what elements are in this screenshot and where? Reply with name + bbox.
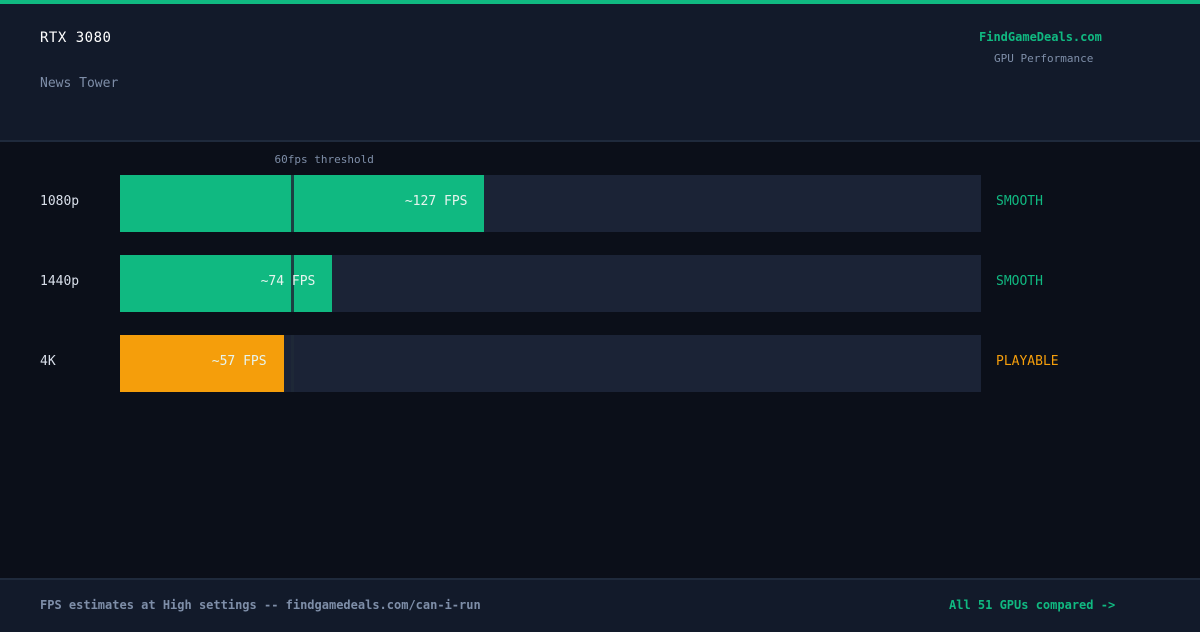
status-badge: SMOOTH bbox=[996, 194, 1043, 209]
footer-note: FPS estimates at High settings -- findga… bbox=[40, 598, 481, 612]
accent-bar bbox=[0, 0, 1200, 4]
brand-subtitle: GPU Performance bbox=[994, 52, 1094, 65]
game-title: News Tower bbox=[40, 76, 119, 91]
threshold-line bbox=[290, 175, 294, 232]
fps-value-label: ~57 FPS bbox=[211, 354, 267, 369]
chart-row: 4K ~57 FPS PLAYABLE bbox=[0, 335, 1200, 392]
status-badge: SMOOTH bbox=[996, 274, 1043, 289]
resolution-label: 1440p bbox=[40, 274, 80, 289]
threshold-label: 60fps threshold bbox=[274, 153, 374, 166]
resolution-label: 1080p bbox=[40, 194, 80, 209]
all-gpus-link[interactable]: All 51 GPUs compared -> bbox=[949, 598, 1116, 612]
footer: FPS estimates at High settings -- findga… bbox=[0, 578, 1200, 632]
fps-value-label: ~127 FPS bbox=[404, 194, 468, 209]
fps-bar bbox=[120, 175, 485, 232]
chart-row: 1440p ~74 FPS SMOOTH bbox=[0, 255, 1200, 312]
fps-value-label: ~74 FPS bbox=[260, 274, 316, 289]
gpu-title: RTX 3080 bbox=[40, 30, 112, 46]
threshold-line bbox=[290, 335, 294, 392]
header: RTX 3080 News Tower FindGameDeals.com GP… bbox=[0, 4, 1200, 142]
threshold-line bbox=[290, 255, 294, 312]
fps-bar bbox=[120, 255, 333, 312]
bar-track: ~74 FPS bbox=[120, 255, 981, 312]
brand-name[interactable]: FindGameDeals.com bbox=[979, 30, 1102, 44]
bar-track: ~57 FPS bbox=[120, 335, 981, 392]
status-badge: PLAYABLE bbox=[996, 354, 1059, 369]
chart-row: 1080p ~127 FPS SMOOTH bbox=[0, 175, 1200, 232]
resolution-label: 4K bbox=[40, 354, 56, 369]
fps-chart: 60fps threshold 1080p ~127 FPS SMOOTH 1440p… bbox=[0, 142, 1200, 578]
fps-bar bbox=[120, 335, 284, 392]
bar-track: ~127 FPS bbox=[120, 175, 981, 232]
